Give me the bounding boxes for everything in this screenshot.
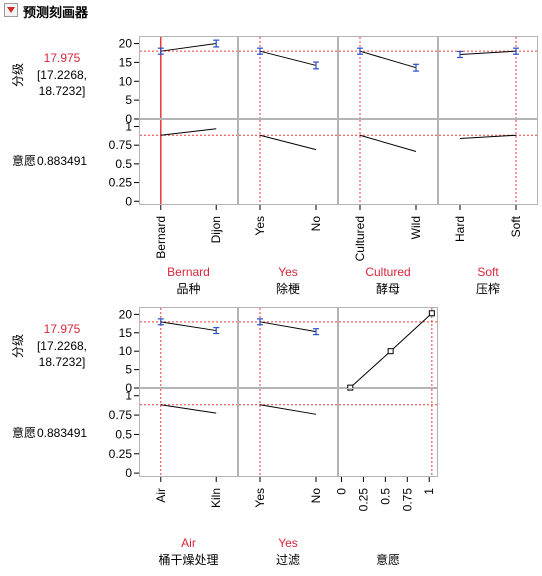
prediction-trace-0-0-2 xyxy=(359,50,417,69)
response-value-willingness: 0.883491 xyxy=(37,154,87,168)
cell-frame-0-0-2 xyxy=(338,36,438,119)
y-tick-label-rating-0-4: 20 xyxy=(119,37,133,51)
cont-x-tick-label-4: 1 xyxy=(422,488,436,495)
x-tick-label-2-0: Cultured xyxy=(353,216,367,261)
x-tick-label-4-0: Air xyxy=(154,488,168,503)
factor-name-4: 桶干燥处理 xyxy=(158,552,218,567)
response-interval-low-2: [17.2268, xyxy=(37,339,87,353)
factor-current-value-4: Air xyxy=(181,536,196,550)
x-tick-label-5-1: No xyxy=(309,488,323,504)
y-tick-label-willingness-0-1: 0.25 xyxy=(109,176,133,190)
x-tick-label-3-1: Soft xyxy=(509,215,523,237)
response-value-rating-2: 17.975 xyxy=(44,322,81,336)
response-interval-high: 18.7232] xyxy=(39,84,86,98)
x-tick-label-0-0: Bernard xyxy=(154,216,168,259)
response-labels-top: 分级 17.975 [17.2268, 18.7232] 意愿 0.883491 xyxy=(11,51,87,168)
prediction-trace-1-0-0 xyxy=(160,321,217,332)
cell-frame-1-1-0 xyxy=(139,388,238,477)
x-tick-label-3-0: Hard xyxy=(453,216,467,242)
factor-name-0: 品种 xyxy=(176,282,200,296)
x-tick-label-0-1: Dijon xyxy=(209,216,223,243)
response-labels-bottom: 分级 17.975 [17.2268, 18.7232] 意愿 0.883491 xyxy=(11,322,87,440)
page-title: 预测刻画器 xyxy=(23,6,89,21)
y-tick-label-willingness-0-3: 0.75 xyxy=(109,138,133,152)
cont-x-tick-label-3: 0.75 xyxy=(400,488,414,512)
y-tick-label-willingness-0-4: 1 xyxy=(125,119,132,133)
cell-frame-0-0-0 xyxy=(139,36,238,119)
y-tick-label-willingness-1-3: 0.75 xyxy=(109,408,133,422)
response-name-willingness-2: 意愿 xyxy=(12,425,36,440)
prediction-trace-1-0-1 xyxy=(259,321,317,333)
factor-name-2: 酵母 xyxy=(376,282,400,296)
cell-frame-1-1-1 xyxy=(238,388,338,477)
factor-current-value-0: Bernard xyxy=(167,265,210,279)
response-interval-high-2: 18.7232] xyxy=(39,355,86,369)
cell-frame-1-0-0 xyxy=(139,307,238,388)
y-tick-label-willingness-1-4: 1 xyxy=(125,389,132,403)
cell-frame-0-0-3 xyxy=(438,36,538,119)
factor-current-value-5: Yes xyxy=(278,536,298,550)
cont-x-tick-label-1: 0.25 xyxy=(356,488,370,512)
profiler-header: 预测刻画器 xyxy=(0,0,542,22)
prediction-trace-0-1-3 xyxy=(459,134,517,139)
response-value-willingness-2: 0.883491 xyxy=(37,426,87,440)
prediction-trace-1-1-0 xyxy=(160,404,217,414)
continuous-point-1 xyxy=(387,348,394,355)
collapse-toggle-icon[interactable] xyxy=(4,3,18,17)
y-tick-label-rating-1-2: 10 xyxy=(119,344,133,358)
y-tick-label-rating-1-3: 15 xyxy=(119,326,133,340)
y-tick-label-willingness-1-0: 0 xyxy=(125,466,132,480)
y-tick-label-rating-1-0: 0 xyxy=(125,381,132,395)
response-interval-low: [17.2268, xyxy=(37,68,87,82)
cell-frame-0-1-3 xyxy=(438,119,538,205)
continuous-factor-name: 意愿 xyxy=(376,552,400,567)
x-tick-label-2-1: Wild xyxy=(409,216,423,239)
cell-frame-1-0-1 xyxy=(238,307,338,388)
y-tick-label-rating-0-1: 5 xyxy=(125,93,132,107)
x-tick-label-5-0: Yes xyxy=(253,488,267,508)
response-name-rating-2: 分级 xyxy=(11,334,25,358)
y-tick-label-rating-0-0: 0 xyxy=(125,112,132,126)
response-name-rating: 分级 xyxy=(11,63,25,87)
y-tick-label-willingness-0-0: 0 xyxy=(125,194,132,208)
y-tick-label-willingness-1-1: 0.25 xyxy=(109,447,133,461)
cell-frame-1-0-2 xyxy=(338,307,438,388)
cell-frame-1-1-2 xyxy=(338,388,438,477)
prediction-trace-0-0-3 xyxy=(459,50,517,55)
y-tick-label-rating-1-4: 20 xyxy=(119,307,133,321)
cont-x-tick-label-2: 0.5 xyxy=(378,488,392,505)
factor-name-1: 除梗 xyxy=(276,281,300,296)
x-tick-label-4-1: Kiln xyxy=(209,488,223,508)
y-tick-label-rating-1-1: 5 xyxy=(125,363,132,377)
prediction-trace-0-1-2 xyxy=(359,134,417,153)
factor-name-3: 压榨 xyxy=(476,281,500,296)
prediction-trace-0-1-1 xyxy=(259,134,317,151)
cont-x-tick-label-0: 0 xyxy=(335,488,349,495)
x-tick-label-1-1: No xyxy=(309,216,323,232)
response-value-rating: 17.975 xyxy=(44,51,81,65)
factor-name-5: 过滤 xyxy=(276,553,300,567)
prediction-trace-0-0-0 xyxy=(160,43,217,52)
continuous-point-0 xyxy=(347,384,354,391)
prediction-trace-0-1-0 xyxy=(160,128,217,136)
y-tick-label-willingness-0-2: 0.5 xyxy=(115,157,132,171)
continuous-point-2 xyxy=(428,310,435,317)
prediction-trace-1-1-1 xyxy=(259,404,317,415)
factor-current-value-1: Yes xyxy=(278,265,298,279)
factor-current-value-3: Soft xyxy=(477,265,499,279)
cell-frame-0-1-1 xyxy=(238,119,338,205)
y-tick-label-willingness-1-2: 0.5 xyxy=(115,427,132,441)
x-tick-label-1-0: Yes xyxy=(253,216,267,236)
prediction-trace-0-0-1 xyxy=(259,50,317,66)
cell-frame-0-1-2 xyxy=(338,119,438,205)
factor-current-value-2: Cultured xyxy=(365,265,410,279)
response-name-willingness: 意愿 xyxy=(12,153,36,168)
cell-frame-0-0-1 xyxy=(238,36,338,119)
y-tick-label-rating-0-3: 15 xyxy=(119,55,133,69)
y-tick-label-rating-0-2: 10 xyxy=(119,74,133,88)
cell-frame-0-1-0 xyxy=(139,119,238,205)
